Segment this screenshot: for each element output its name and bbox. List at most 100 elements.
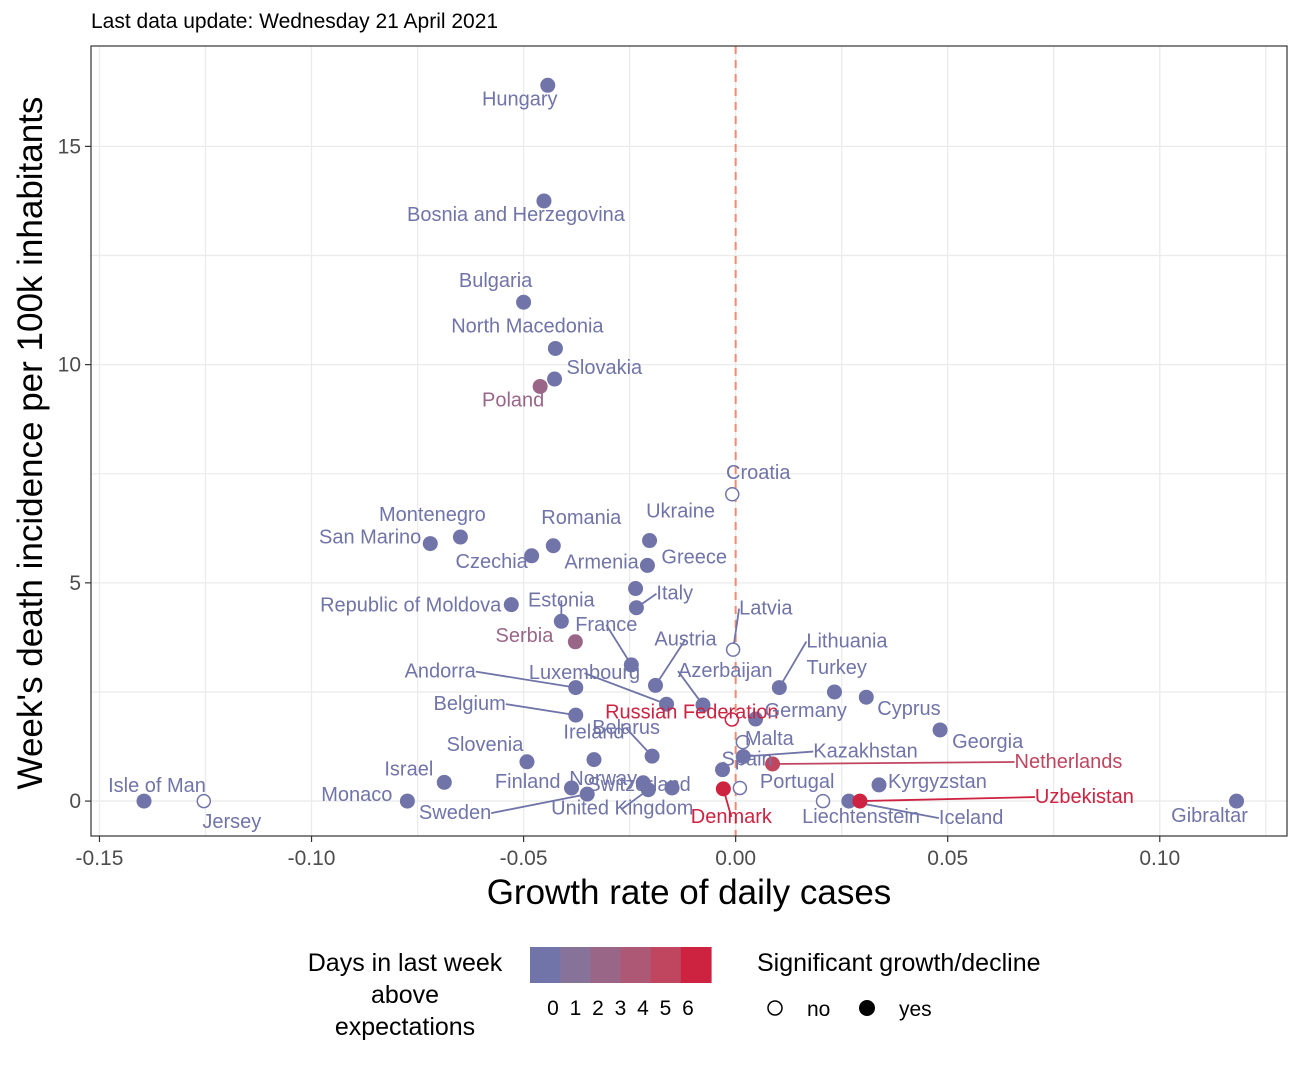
point-latvia — [725, 642, 741, 657]
label-spain: Spain — [722, 749, 773, 771]
label-malta: Malta — [745, 728, 795, 750]
label-republic-of-moldova: Republic of Moldova — [320, 595, 502, 617]
leader-line-netherlands — [772, 761, 1015, 765]
point-iceland — [841, 793, 857, 809]
y-tick-label: 15 — [58, 135, 81, 158]
y-tick-label: 0 — [69, 790, 81, 813]
label-jersey: Jersey — [202, 811, 261, 833]
point-united-kingdom — [640, 782, 656, 798]
point-croatia — [725, 486, 740, 502]
x-tick-label: 0.05 — [927, 847, 968, 870]
point-italy — [628, 600, 644, 616]
label-france: France — [575, 614, 637, 636]
point-georgia — [932, 722, 948, 738]
label-isle-of-man: Isle of Man — [108, 775, 206, 797]
point-kyrgyzstan — [871, 777, 887, 793]
point-luxembourg — [659, 696, 675, 712]
label-georgia: Georgia — [952, 731, 1024, 753]
x-tick-label: -0.15 — [76, 847, 124, 870]
label-latvia: Latvia — [739, 598, 793, 620]
label-netherlands: Netherlands — [1015, 751, 1123, 773]
point-serbia — [567, 634, 583, 650]
leader-line-lithuania — [778, 641, 808, 689]
label-czechia: Czechia — [456, 551, 529, 573]
point-lithuania — [771, 680, 787, 696]
point-netherlands — [765, 756, 781, 772]
x-tick-label: 0.10 — [1139, 847, 1180, 870]
label-gibraltar: Gibraltar — [1171, 805, 1248, 827]
label-kazakhstan: Kazakhstan — [813, 741, 918, 763]
point-spain — [715, 762, 731, 778]
legend-open-circle-icon — [767, 1000, 783, 1016]
point-slovenia — [519, 754, 535, 770]
label-north-macedonia: North Macedonia — [451, 315, 604, 337]
leader-line-france — [605, 624, 633, 666]
point-greece — [639, 557, 655, 573]
point-romania — [545, 538, 561, 554]
point-liechtenstein — [815, 793, 831, 809]
legend: Days in last week above expectations 0 1 2 3 4 5… — [308, 947, 1041, 1041]
point-ireland — [586, 752, 602, 768]
point-russian-federation — [724, 712, 740, 727]
grid — [91, 46, 1287, 836]
label-azerbaijan: Azerbaijan — [678, 660, 773, 682]
label-bosnia-and-herzegovina: Bosnia and Herzegovina — [407, 204, 626, 226]
legend-color-swatch — [650, 947, 682, 983]
label-armenia: Armenia — [564, 552, 639, 574]
point-israel — [436, 774, 452, 790]
point-labels: Hungary Bosnia and Herzegovina Bulgaria Nor… — [108, 88, 1248, 833]
label-lithuania: Lithuania — [806, 631, 888, 653]
legend-color-swatch — [680, 947, 712, 983]
label-kyrgyzstan: Kyrgyzstan — [888, 771, 987, 793]
label-monaco: Monaco — [321, 784, 392, 806]
label-montenegro: Montenegro — [379, 504, 486, 526]
label-turkey: Turkey — [806, 657, 866, 679]
label-italy: Italy — [656, 583, 693, 605]
point-denmark — [715, 781, 731, 797]
data-points — [136, 77, 1245, 809]
label-romania: Romania — [541, 507, 622, 529]
point-belarus — [644, 748, 660, 764]
point-republic-of-moldova — [503, 597, 519, 613]
y-axis-title: Week's death incidence per 100k inhabita… — [11, 97, 50, 790]
label-cyprus: Cyprus — [877, 698, 940, 720]
point-gibraltar — [1229, 793, 1245, 809]
label-israel: Israel — [384, 758, 433, 780]
panel-border — [90, 45, 1288, 837]
legend-color-swatch — [560, 947, 591, 983]
legend-color-title-line: Days in last week — [308, 949, 503, 977]
leader-line-luxembourg — [584, 672, 667, 706]
point-portugal — [732, 780, 748, 796]
legend-color-swatch — [590, 947, 622, 983]
legend-color-title-line: expectations — [335, 1013, 475, 1041]
point-germany — [748, 711, 764, 727]
label-austria: Austria — [654, 628, 717, 650]
point-bosnia-and-herzegovina — [536, 193, 552, 209]
legend-shape-title: Significant growth/decline — [757, 949, 1041, 977]
point-turkey — [826, 684, 842, 700]
label-switzerland: Switzerland — [587, 774, 690, 796]
point-north-macedonia — [547, 340, 563, 356]
leader-line-belgium — [505, 703, 576, 716]
x-tick-label: -0.05 — [500, 847, 548, 870]
point-estonia — [553, 613, 569, 629]
point-cyprus — [858, 689, 874, 705]
label-germany: Germany — [765, 700, 847, 722]
point-azerbaijan — [695, 697, 711, 713]
legend-shape-label-yes: yes — [899, 998, 932, 1021]
label-russian-federation: Russian Federation — [605, 701, 778, 723]
point-monaco — [399, 793, 415, 809]
y-tick-label: 5 — [69, 572, 81, 595]
label-estonia: Estonia — [528, 589, 596, 611]
point-switzerland — [664, 780, 680, 796]
label-uzbekistan: Uzbekistan — [1035, 786, 1134, 808]
label-belarus: Belarus — [592, 717, 660, 739]
point-montenegro — [452, 529, 468, 545]
label-poland: Poland — [482, 389, 544, 411]
legend-color-label: 1 — [570, 997, 582, 1020]
point-jersey — [196, 793, 212, 809]
legend-color-swatch — [620, 947, 652, 983]
label-sweden: Sweden — [419, 802, 491, 824]
point-slovakia — [547, 371, 563, 387]
